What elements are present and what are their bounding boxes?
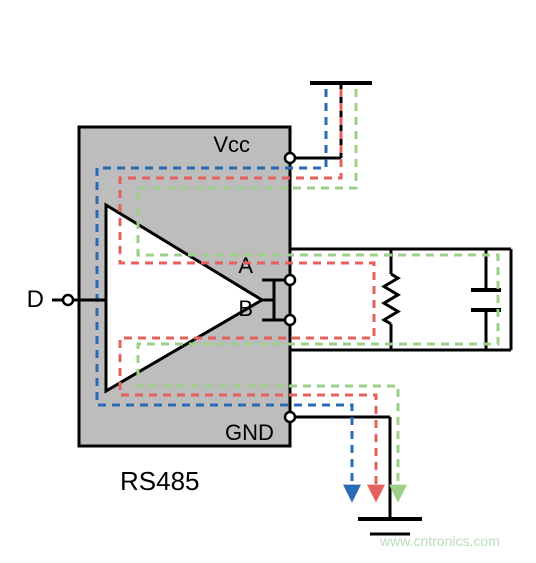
circuit-diagram: Vcc GND AB D RS485 www.cntronics.com	[0, 0, 536, 563]
gnd-label: GND	[225, 420, 274, 445]
part-label: RS485	[120, 466, 200, 496]
pin-a-label: A	[238, 253, 253, 278]
pin-d-label: D	[27, 286, 44, 313]
watermark: www.cntronics.com	[379, 533, 500, 549]
pin-b-label: B	[238, 296, 253, 321]
vcc-label: Vcc	[213, 132, 250, 157]
